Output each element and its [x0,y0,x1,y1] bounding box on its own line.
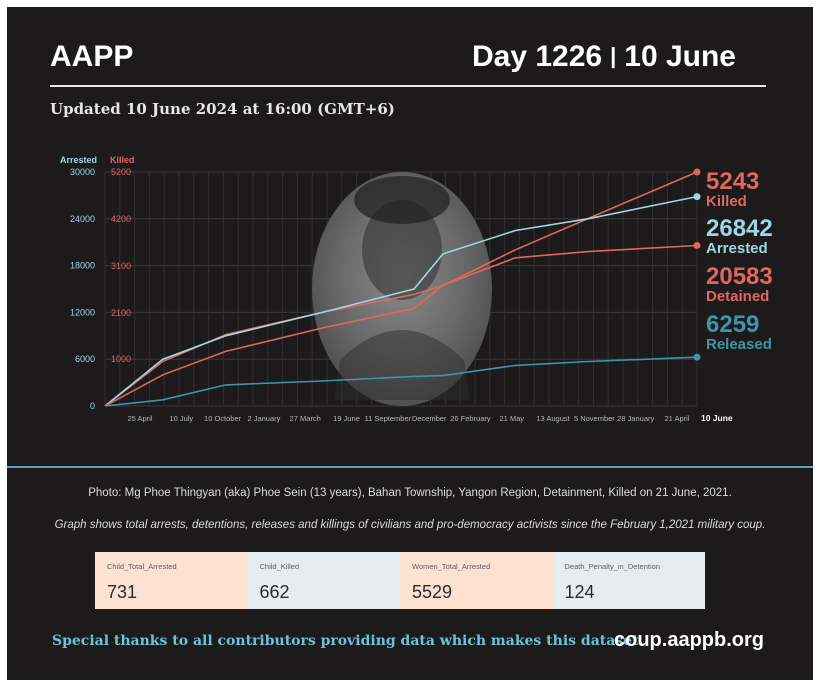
stat-card-label: Death_Penalty_in_Detention [564,562,661,571]
series-endpoint-released [693,353,701,361]
x-tick-label: 13 August [536,414,570,423]
day-counter: Day 1226 | 10 June [472,40,736,74]
x-tick-label: 26 February [450,414,491,423]
stat-card-women-arrested: Women_Total_Arrested 5529 [400,552,553,609]
detained-value: 20583 [706,263,773,290]
separator: | [610,43,617,68]
arrested-label: Arrested [706,240,768,257]
x-tick-label: 10 October [204,414,242,423]
stat-card-child-arrested: Child_Total_Arrested 731 [95,552,248,609]
x-tick-label: 10 July [169,414,193,423]
killed-callout: 5243 Killed [706,168,760,210]
series-endpoint-arrested [693,193,701,201]
left-tick-label: 12000 [70,307,95,317]
x-tick-label: 2 January [247,414,280,423]
cumulative-line-chart: 30000 24000 18000 12000 6000 0 5200 4200 3100 210… [60,155,733,423]
org-title: AAPP [50,40,134,73]
x-tick-label: 19 June [333,414,360,423]
photo-head-shape [362,200,442,300]
right-tick-label: 3100 [111,261,131,271]
victim-photo [312,172,492,406]
right-tick-label: 2100 [111,308,131,318]
x-tick-label: 25 April [127,414,152,423]
header-rule [50,85,766,87]
released-label: Released [706,336,772,353]
released-value: 6259 [706,311,760,338]
day-number: Day 1226 [472,40,603,73]
x-tick-label: 27 March [290,414,321,423]
left-axis-title: Arrested [60,155,97,165]
left-tick-label: 18000 [70,261,95,271]
stat-cards: Child_Total_Arrested 731 Child_Killed 66… [95,552,705,609]
left-tick-label: 24000 [70,214,95,224]
killed-value: 5243 [706,168,760,195]
right-tick-label: 4200 [111,214,131,224]
right-tick-label: 1000 [111,354,131,364]
series-line-killed [104,171,698,407]
detained-callout: 20583 Detained [706,263,773,305]
section-divider [7,466,813,468]
graph-caption: Graph shows total arrests, detentions, r… [54,519,766,531]
stat-card-label: Women_Total_Arrested [412,562,491,571]
photo-hair-shape [354,176,450,224]
x-tick-label: December [412,414,447,423]
left-tick-label: 30000 [70,167,95,177]
series-line-detained [104,244,698,407]
arrested-value: 26842 [706,215,773,242]
x-tick-label: 11 September [365,414,412,423]
day-date: 10 June [624,40,736,73]
released-callout: 6259 Released [706,311,772,353]
stat-card-label: Child_Killed [259,562,300,571]
chart-series [104,168,701,407]
x-tick-label: 5 November [574,414,615,423]
series-line-released [104,356,698,407]
updated-timestamp: Updated 10 June 2024 at 16:00 (GMT+6) [50,100,395,118]
series-endpoint-detained [693,241,701,249]
right-axis-title: Killed [110,155,135,165]
thanks-note: Special thanks to all contributors provi… [52,633,644,649]
x-tick-label: 28 January [617,414,654,423]
series-endpoint-killed [693,168,701,176]
photo-caption: Photo: Mg Phoe Thingyan (aka) Phoe Sein … [88,487,732,499]
stat-card-death-penalty: Death_Penalty_in_Detention 124 [552,552,705,609]
x-end-label: 10 June [701,413,733,423]
detained-label: Detained [706,288,770,305]
stat-card-child-killed: Child_Killed 662 [247,552,400,609]
stat-card-label: Child_Total_Arrested [107,562,177,571]
series-line-arrested [104,195,698,407]
x-tick-label: 21 May [499,414,524,423]
left-tick-label: 6000 [75,354,95,364]
chart-ticks: 30000 24000 18000 12000 6000 0 5200 4200 3100 210… [70,167,690,423]
right-tick-label: 5200 [111,167,131,177]
x-tick-label: 21 April [664,414,689,423]
left-tick-label: 0 [90,401,95,411]
site-link[interactable]: coup.aappb.org [614,629,764,651]
stat-card-value: 662 [259,582,290,602]
killed-label: Killed [706,193,747,210]
arrested-callout: 26842 Arrested [706,215,773,257]
stat-card-value: 124 [564,582,595,602]
stat-card-value: 731 [107,582,138,602]
photo-shoulders-shape [334,330,470,400]
stat-card-value: 5529 [412,582,453,602]
